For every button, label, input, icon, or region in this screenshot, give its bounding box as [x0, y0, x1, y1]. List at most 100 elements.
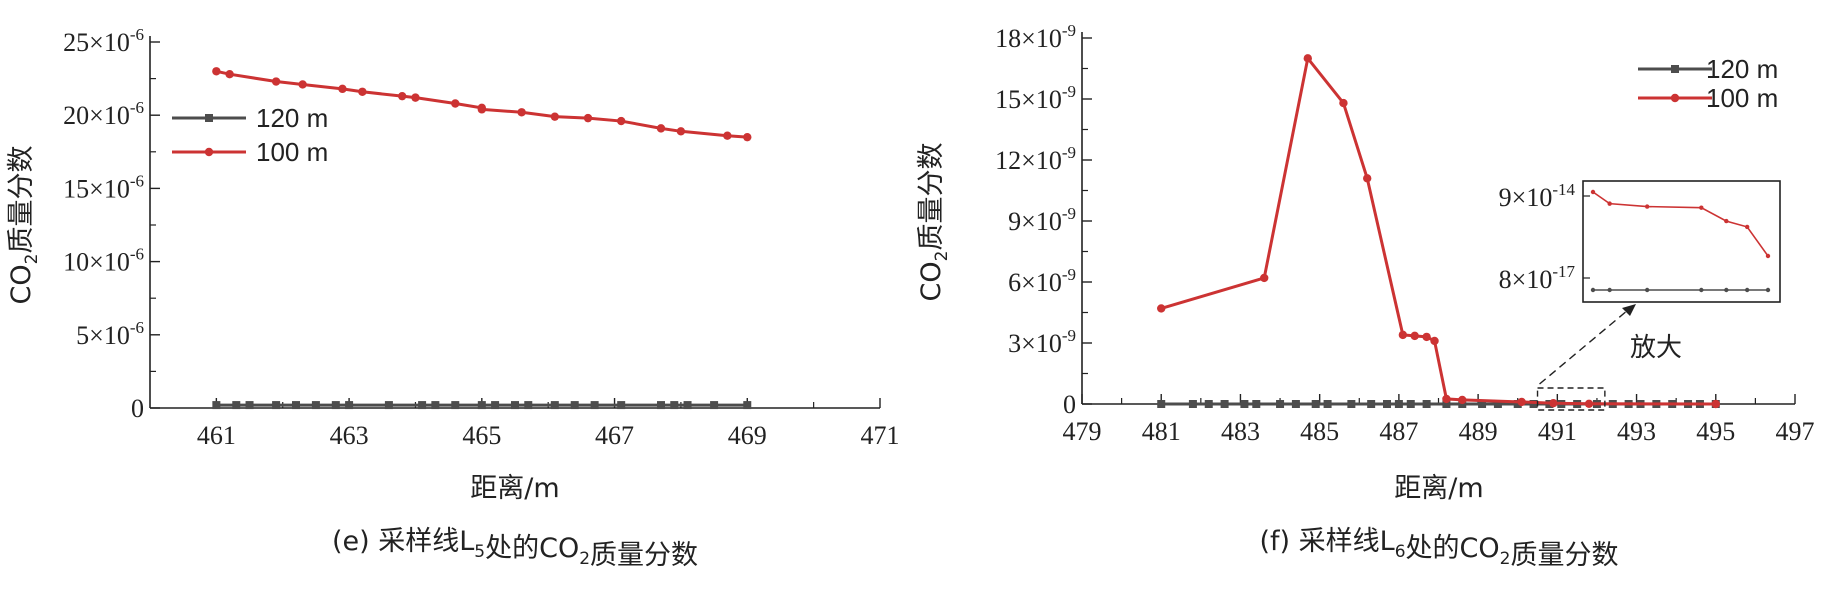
data-point — [1260, 273, 1269, 283]
data-point — [232, 401, 241, 410]
data-point — [418, 401, 427, 410]
legend-marker — [205, 114, 213, 122]
data-point — [1204, 400, 1213, 408]
data-point — [1383, 400, 1392, 408]
inset-point — [1724, 218, 1729, 224]
data-point — [511, 401, 519, 410]
zoom-region — [1536, 387, 1606, 411]
data-point — [1339, 98, 1348, 108]
data-point — [1406, 400, 1415, 408]
data-point — [1323, 400, 1332, 408]
data-point — [657, 401, 665, 410]
y-tick-label: 3×10-9 — [1008, 326, 1076, 358]
data-point — [397, 91, 407, 101]
legend-label: 100 m — [1706, 83, 1778, 113]
data-point — [1252, 400, 1261, 408]
caption: (f) 采样线L6处的CO2质量分数 — [1260, 526, 1619, 571]
data-point — [212, 67, 221, 76]
data-point — [1430, 336, 1439, 346]
data-point — [1276, 400, 1285, 408]
data-point — [345, 401, 354, 410]
data-point — [358, 87, 367, 96]
data-point — [1493, 400, 1502, 408]
data-point — [1157, 304, 1166, 313]
data-point — [1442, 400, 1451, 408]
data-point — [1240, 400, 1249, 408]
data-point — [570, 401, 579, 410]
y-tick-label: 5×10-6 — [76, 318, 144, 350]
legend-marker — [204, 147, 214, 157]
data-point — [1291, 400, 1300, 408]
y-tick-label: 25×10-6 — [63, 25, 144, 57]
x-axis-label: 距离/m — [1394, 473, 1483, 504]
x-tick-label: 495 — [1696, 417, 1735, 446]
inset-point — [1699, 205, 1704, 210]
data-point — [451, 401, 460, 410]
y-axis-label-text: CO2质量分数 — [6, 146, 42, 305]
data-point — [384, 401, 393, 410]
y-tick-label: 12×10-9 — [995, 143, 1076, 175]
data-point — [491, 401, 500, 410]
legend-label: 100 m — [256, 137, 328, 167]
data-point — [477, 105, 487, 114]
y-tick-label: 15×10-6 — [63, 171, 144, 203]
data-point — [550, 112, 560, 121]
data-point — [1367, 400, 1376, 408]
data-point — [1311, 400, 1320, 408]
x-tick-label: 493 — [1617, 417, 1656, 446]
inset-point — [1607, 201, 1612, 206]
data-point — [1398, 330, 1408, 340]
chart-e: 0 5×10-6 10×10-6 15×10-6 20×10-6 25×10-6 461 46… — [6, 25, 900, 571]
y-axis-label-text: CO2质量分数 — [916, 143, 952, 302]
inset-point — [1765, 287, 1771, 293]
legend-marker — [1671, 65, 1679, 73]
data-point — [524, 401, 533, 410]
data-point — [1157, 400, 1166, 408]
data-point — [1394, 400, 1403, 408]
data-point — [1410, 331, 1419, 341]
data-point — [1188, 400, 1197, 408]
inset-y-label: 8×10-17 — [1499, 262, 1576, 294]
data-point — [616, 116, 626, 126]
x-tick-label: 471 — [861, 421, 900, 450]
x-tick-label: 463 — [330, 421, 369, 450]
x-tick-label: 487 — [1379, 417, 1418, 446]
data-point — [272, 401, 281, 410]
y-tick-label: 20×10-6 — [63, 98, 144, 130]
data-point — [212, 401, 221, 410]
data-point — [298, 80, 307, 89]
x-tick-label: 489 — [1459, 417, 1498, 446]
data-point — [743, 401, 752, 410]
data-point — [676, 127, 686, 136]
data-point — [311, 401, 320, 410]
data-point — [331, 401, 340, 410]
y-tick-label: 9×10-9 — [1008, 204, 1076, 236]
x-tick-label: 465 — [462, 421, 501, 450]
x-tick-label: 479 — [1063, 417, 1102, 446]
x-tick-label: 497 — [1776, 417, 1815, 446]
inset-point — [1590, 189, 1596, 195]
data-point — [1442, 394, 1451, 404]
y-tick-label: 15×10-9 — [995, 82, 1076, 114]
data-point — [1529, 400, 1538, 408]
zoom-arrow — [1539, 309, 1629, 385]
zoom-label: 放大 — [1630, 333, 1682, 363]
data-point — [1549, 398, 1558, 408]
data-point — [583, 113, 593, 123]
y-tick-label: 6×10-9 — [1008, 265, 1076, 297]
caption: (e) 采样线L5处的CO2质量分数 — [332, 526, 698, 571]
x-tick-label: 469 — [728, 421, 767, 450]
data-point — [670, 401, 679, 410]
data-point — [338, 84, 347, 94]
data-point — [271, 77, 281, 86]
data-point — [590, 401, 599, 410]
data-point — [1711, 399, 1720, 409]
data-point — [1303, 54, 1312, 63]
inset-point — [1724, 287, 1729, 293]
inset-frame — [1582, 180, 1781, 303]
data-point — [743, 132, 752, 142]
arrow-head — [1622, 304, 1636, 316]
